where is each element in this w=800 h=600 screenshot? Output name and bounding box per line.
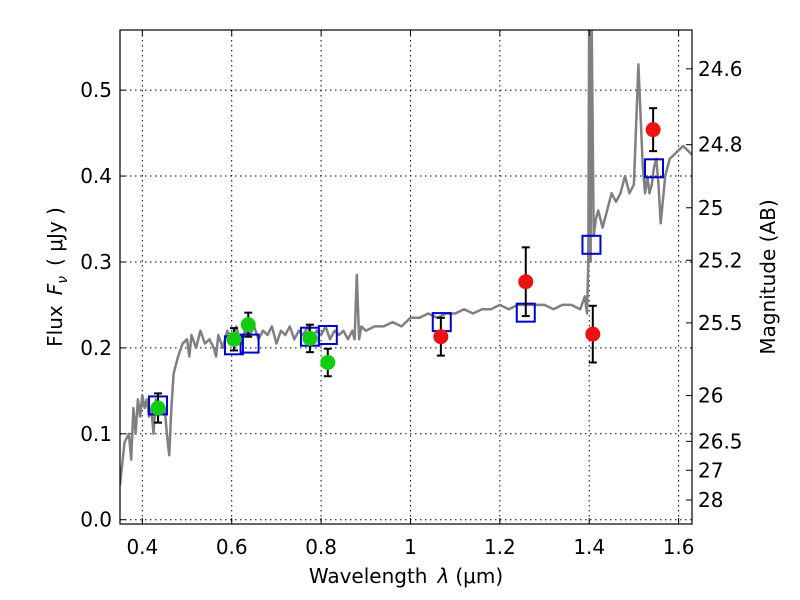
red-data-point	[645, 122, 661, 138]
red-data-point	[585, 326, 601, 342]
mag-tick-label: 24.8	[698, 133, 743, 157]
green-point-series	[150, 317, 336, 416]
green-data-point	[320, 354, 336, 370]
x-tick-label: 1.4	[573, 535, 605, 559]
y-tick-label: 0.3	[80, 250, 112, 274]
green-data-point	[302, 330, 318, 346]
blue-square-series	[147, 158, 665, 416]
x-tick-label: 0.8	[305, 535, 337, 559]
green-data-point	[226, 331, 242, 347]
x-tick-label: 0.6	[216, 535, 248, 559]
grid	[120, 30, 692, 524]
y-tick-label: 0.2	[80, 336, 112, 360]
green-data-point	[240, 317, 256, 333]
red-point-series	[433, 122, 661, 345]
x-tick-label: 1	[404, 535, 417, 559]
y-axis-left: 0.0 0.1 0.2 0.3 0.4 0.5	[80, 78, 126, 532]
y-axis-right: 24.6 24.8 25 25.2 25.5 26 26.5 27 28	[686, 57, 743, 512]
mag-tick-label: 26.5	[698, 429, 743, 453]
red-data-point	[433, 329, 449, 345]
mag-tick-label: 25.5	[698, 311, 743, 335]
y-tick-label: 0.1	[80, 422, 112, 446]
x-tick-label: 0.4	[126, 535, 158, 559]
model-photometry-square	[581, 234, 602, 255]
model-spectrum-line	[120, 30, 692, 486]
y-tick-label: 0.4	[80, 164, 112, 188]
x-tick-label: 1.6	[663, 535, 695, 559]
red-data-point	[518, 274, 534, 290]
green-data-point	[150, 400, 166, 416]
model-photometry-square	[644, 158, 665, 179]
plot-frame	[119, 29, 693, 525]
y-tick-label: 0.0	[80, 508, 112, 532]
mag-tick-label: 28	[698, 488, 723, 512]
mag-tick-label: 27	[698, 458, 723, 482]
x-tick-label: 1.2	[484, 535, 516, 559]
mag-tick-label: 24.6	[698, 57, 743, 81]
mag-tick-label: 25	[698, 196, 723, 220]
y-axis-title-left: FluxFν( μJy )	[43, 207, 71, 347]
y-axis-title-right: Magnitude (AB)	[756, 199, 780, 354]
mag-tick-label: 25.2	[698, 248, 743, 272]
y-tick-label: 0.5	[80, 78, 112, 102]
model-photometry-square	[317, 324, 338, 345]
x-axis: 0.4 0.6 0.8 1 1.2 1.4 1.6	[126, 30, 695, 559]
error-bars	[153, 107, 658, 424]
model-photometry-square	[239, 333, 260, 354]
mag-tick-label: 26	[698, 384, 723, 408]
x-axis-title: Wavelength λ (μm)	[309, 564, 503, 588]
plot-area	[120, 30, 692, 486]
